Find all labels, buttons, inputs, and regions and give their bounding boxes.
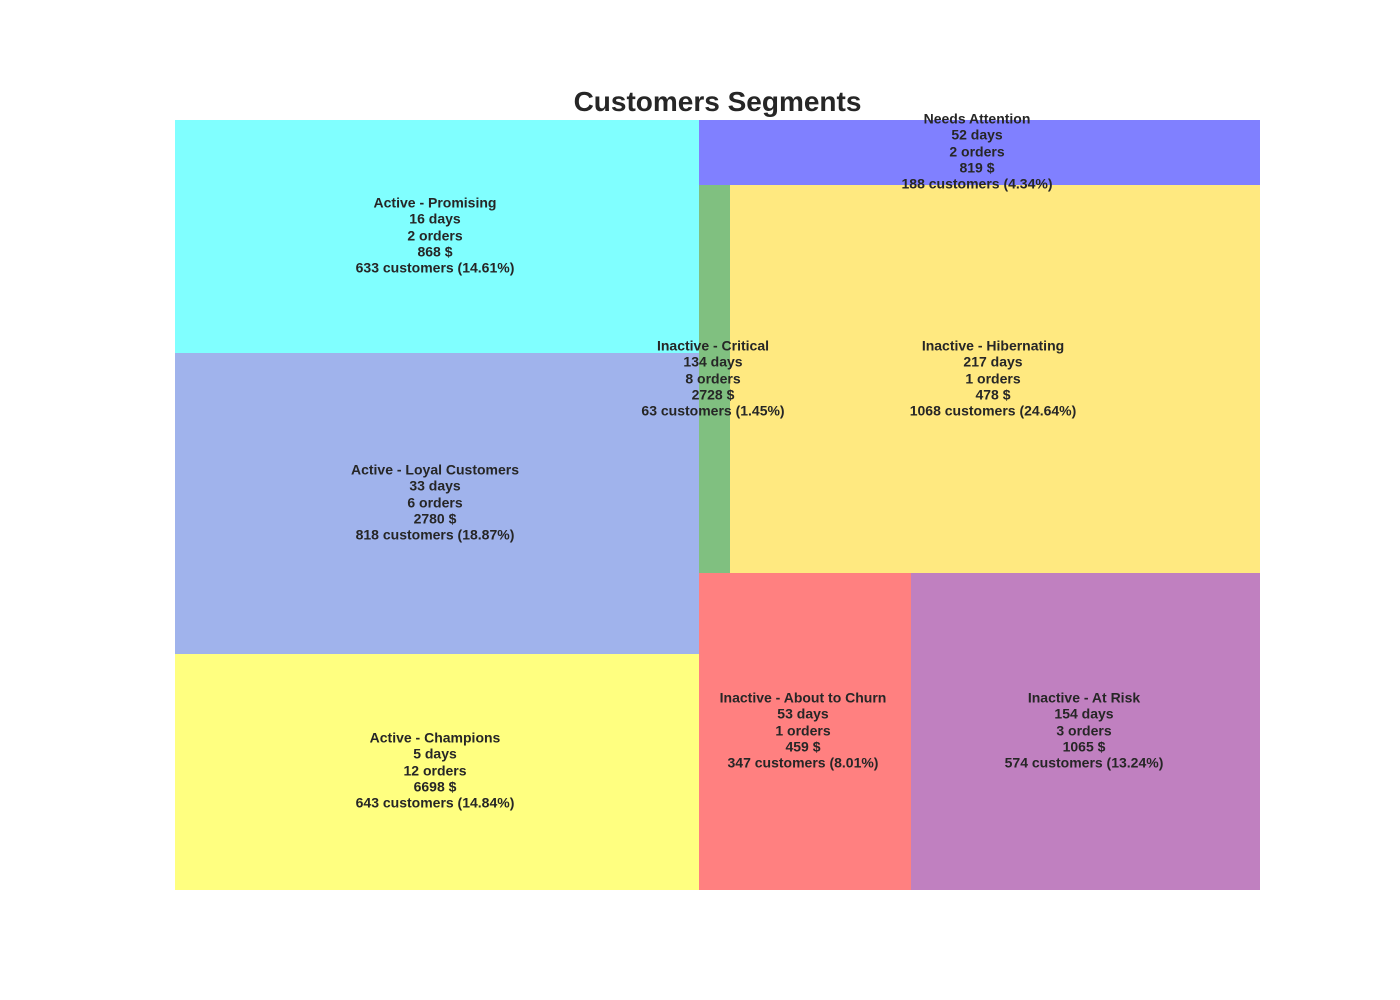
segment-recency: 53 days: [777, 705, 829, 722]
segment-monetary: 1065 $: [1062, 738, 1106, 755]
segment-recency: 16 days: [409, 210, 461, 227]
tile-label-active-champions: Active - Champions 5 days 12 orders 6698 $6…: [356, 729, 515, 810]
tile-active-champions: [175, 654, 699, 890]
segment-monetary: 478 $: [975, 386, 1011, 403]
tile-needs-attention: [699, 120, 1260, 185]
segment-name: Needs Attention: [923, 110, 1031, 127]
segment-frequency: 12 orders: [403, 761, 467, 778]
segment-customers: 818 customers (18.87%): [355, 526, 515, 543]
tile-inactive-critical: [699, 185, 730, 573]
segment-monetary: 2780 $: [413, 510, 457, 527]
segment-frequency: 8 orders: [685, 369, 741, 386]
segment-frequency: 1 orders: [965, 369, 1021, 386]
tile-active-promising: [175, 120, 699, 353]
tile-label-inactive-at-risk: Inactive - At Risk 154 days 3 orders 1065 $…: [1005, 689, 1164, 770]
segment-name: Inactive - Hibernating: [921, 337, 1065, 354]
chart-title: Customers Segments: [573, 86, 862, 117]
segment-customers: 1068 customers (24.64%): [909, 402, 1077, 419]
segment-frequency: 1 orders: [775, 721, 831, 738]
segment-recency: 134 days: [683, 353, 743, 370]
segment-frequency: 2 orders: [407, 226, 463, 243]
segment-monetary: 819 $: [959, 159, 995, 176]
segment-customers: 188 customers (4.34%): [901, 175, 1053, 192]
segment-name: Inactive - Critical: [656, 337, 770, 354]
segment-frequency: 6 orders: [407, 493, 463, 510]
tile-label-needs-attention: Needs Attention 52 days 2 orders 819 $188 c…: [902, 110, 1053, 191]
segment-name: Inactive - About to Churn: [719, 689, 887, 706]
segment-name: Active - Promising: [373, 194, 497, 211]
segment-frequency: 2 orders: [949, 142, 1005, 159]
segment-recency: 5 days: [413, 745, 457, 762]
segment-customers: 633 customers (14.61%): [355, 259, 515, 276]
tile-label-active-promising: Active - Promising 16 days 2 orders 868 $63…: [356, 194, 515, 275]
segment-customers: 347 customers (8.01%): [727, 754, 879, 771]
segment-recency: 52 days: [951, 126, 1003, 143]
tile-active-loyal-customers: [175, 353, 699, 654]
tile-label-inactive-about-to-churn: Inactive - About to Churn 53 days 1 orders…: [720, 689, 887, 770]
tile-label-active-loyal-customers: Active - Loyal Customers 33 days 6 orders 2…: [351, 461, 519, 542]
segment-monetary: 459 $: [785, 738, 821, 755]
segment-frequency: 3 orders: [1056, 721, 1112, 738]
segment-monetary: 2728 $: [691, 386, 735, 403]
segment-customers: 63 customers (1.45%): [641, 402, 785, 419]
tile-label-inactive-hibernating: Inactive - Hibernating 217 days 1 orders 47…: [910, 337, 1077, 418]
segment-name: Active - Champions: [369, 729, 501, 746]
segment-recency: 33 days: [409, 477, 461, 494]
segment-name: Inactive - At Risk: [1027, 689, 1141, 706]
segment-monetary: 868 $: [417, 243, 453, 260]
plot-area: Active - Promising 16 days 2 orders 868 $63…: [175, 110, 1260, 890]
tile-inactive-hibernating: [730, 185, 1260, 573]
segment-monetary: 6698 $: [413, 778, 457, 795]
tile-inactive-at-risk: [911, 573, 1260, 890]
segment-recency: 154 days: [1054, 705, 1114, 722]
segment-recency: 217 days: [963, 353, 1023, 370]
tile-inactive-about-to-churn: [699, 573, 911, 890]
segment-customers: 574 customers (13.24%): [1004, 754, 1164, 771]
tile-label-inactive-critical: Inactive - Critical 134 days 8 orders 2728 …: [641, 337, 784, 418]
segment-name: Active - Loyal Customers: [350, 461, 520, 478]
segment-customers: 643 customers (14.84%): [355, 794, 515, 811]
